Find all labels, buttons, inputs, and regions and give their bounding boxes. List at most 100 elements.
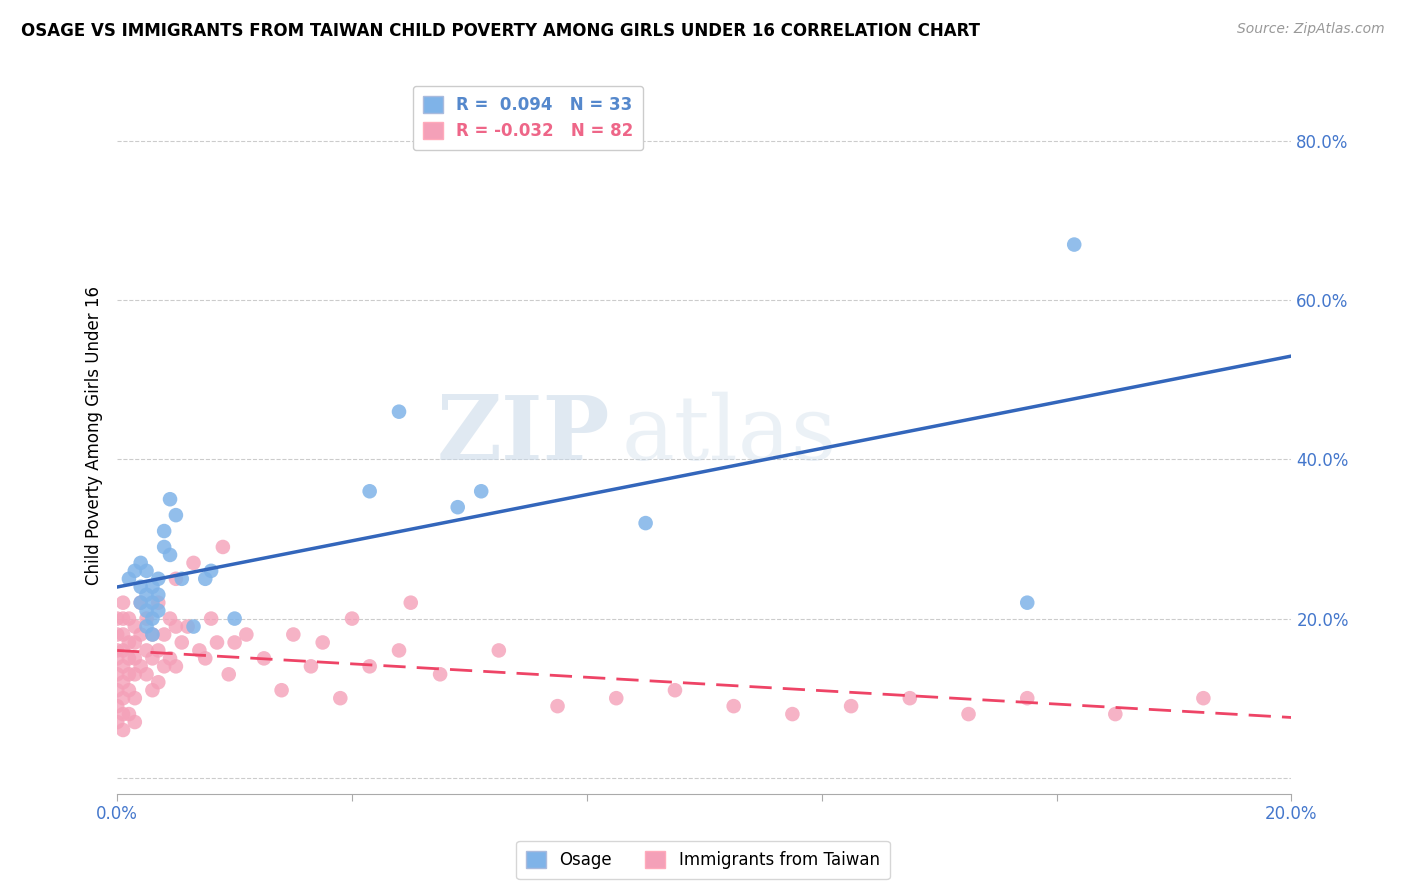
Point bbox=[165, 572, 187, 586]
Point bbox=[224, 611, 246, 625]
Point bbox=[105, 627, 128, 641]
Point bbox=[112, 707, 135, 722]
Point bbox=[634, 516, 657, 530]
Point bbox=[488, 643, 510, 657]
Point bbox=[118, 635, 141, 649]
Point bbox=[105, 667, 128, 681]
Point bbox=[340, 611, 363, 625]
Point bbox=[283, 627, 305, 641]
Point bbox=[1104, 707, 1126, 722]
Point bbox=[270, 683, 292, 698]
Point bbox=[141, 627, 163, 641]
Point bbox=[253, 651, 276, 665]
Point bbox=[124, 691, 146, 706]
Point bbox=[141, 580, 163, 594]
Point bbox=[124, 564, 146, 578]
Point bbox=[299, 659, 322, 673]
Point bbox=[170, 572, 193, 586]
Point bbox=[148, 643, 170, 657]
Point bbox=[112, 659, 135, 673]
Point bbox=[105, 643, 128, 657]
Point bbox=[148, 596, 170, 610]
Point bbox=[1017, 596, 1039, 610]
Point bbox=[429, 667, 451, 681]
Point bbox=[159, 492, 181, 507]
Point bbox=[194, 572, 217, 586]
Point bbox=[129, 580, 152, 594]
Point bbox=[153, 540, 176, 554]
Point bbox=[200, 564, 222, 578]
Point bbox=[547, 699, 569, 714]
Point bbox=[148, 572, 170, 586]
Point bbox=[957, 707, 980, 722]
Point bbox=[129, 596, 152, 610]
Point bbox=[165, 659, 187, 673]
Point bbox=[470, 484, 492, 499]
Point bbox=[124, 651, 146, 665]
Point bbox=[329, 691, 352, 706]
Point bbox=[183, 556, 205, 570]
Point bbox=[118, 611, 141, 625]
Point bbox=[112, 596, 135, 610]
Point bbox=[447, 500, 470, 515]
Point bbox=[135, 611, 157, 625]
Point bbox=[194, 651, 217, 665]
Legend: Osage, Immigrants from Taiwan: Osage, Immigrants from Taiwan bbox=[516, 841, 890, 880]
Point bbox=[153, 627, 176, 641]
Point bbox=[129, 627, 152, 641]
Point bbox=[898, 691, 921, 706]
Point bbox=[141, 627, 163, 641]
Point bbox=[118, 667, 141, 681]
Point bbox=[312, 635, 335, 649]
Point bbox=[118, 683, 141, 698]
Point bbox=[148, 588, 170, 602]
Point bbox=[141, 683, 163, 698]
Point bbox=[105, 683, 128, 698]
Point bbox=[839, 699, 862, 714]
Point bbox=[118, 651, 141, 665]
Point bbox=[112, 691, 135, 706]
Point bbox=[183, 619, 205, 633]
Point bbox=[112, 627, 135, 641]
Point bbox=[664, 683, 686, 698]
Point bbox=[141, 611, 163, 625]
Point bbox=[782, 707, 804, 722]
Point bbox=[129, 556, 152, 570]
Point bbox=[235, 627, 257, 641]
Point bbox=[135, 564, 157, 578]
Point bbox=[388, 405, 411, 419]
Point bbox=[105, 699, 128, 714]
Point bbox=[605, 691, 627, 706]
Point bbox=[135, 667, 157, 681]
Point bbox=[129, 596, 152, 610]
Point bbox=[112, 611, 135, 625]
Point bbox=[112, 643, 135, 657]
Text: atlas: atlas bbox=[621, 392, 838, 479]
Point bbox=[148, 604, 170, 618]
Point bbox=[359, 484, 381, 499]
Point bbox=[141, 596, 163, 610]
Point bbox=[359, 659, 381, 673]
Point bbox=[170, 635, 193, 649]
Point bbox=[112, 675, 135, 690]
Legend: R =  0.094   N = 33, R = -0.032   N = 82: R = 0.094 N = 33, R = -0.032 N = 82 bbox=[413, 86, 644, 151]
Point bbox=[124, 635, 146, 649]
Point bbox=[188, 643, 211, 657]
Point bbox=[388, 643, 411, 657]
Point bbox=[1017, 691, 1039, 706]
Point bbox=[153, 659, 176, 673]
Point bbox=[159, 651, 181, 665]
Point bbox=[148, 675, 170, 690]
Point bbox=[212, 540, 235, 554]
Point bbox=[105, 611, 128, 625]
Point bbox=[176, 619, 198, 633]
Point bbox=[112, 723, 135, 737]
Point bbox=[105, 651, 128, 665]
Text: OSAGE VS IMMIGRANTS FROM TAIWAN CHILD POVERTY AMONG GIRLS UNDER 16 CORRELATION C: OSAGE VS IMMIGRANTS FROM TAIWAN CHILD PO… bbox=[21, 22, 980, 40]
Point bbox=[224, 635, 246, 649]
Point bbox=[159, 548, 181, 562]
Point bbox=[165, 619, 187, 633]
Point bbox=[118, 572, 141, 586]
Point bbox=[105, 714, 128, 729]
Y-axis label: Child Poverty Among Girls Under 16: Child Poverty Among Girls Under 16 bbox=[86, 286, 103, 585]
